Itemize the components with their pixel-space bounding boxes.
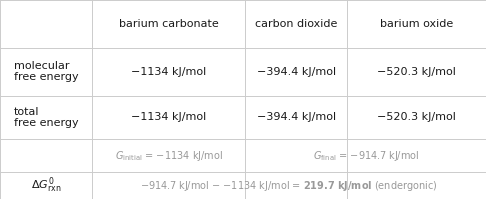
- Text: $G_\mathrm{final}$ = −914.7 kJ/mol: $G_\mathrm{final}$ = −914.7 kJ/mol: [312, 149, 419, 163]
- Text: $-$914.7 kJ/mol $-$ $-$1134 kJ/mol = $\mathbf{219.7\ kJ/mol}$ (endergonic): $-$914.7 kJ/mol $-$ $-$1134 kJ/mol = $\m…: [140, 179, 438, 193]
- Text: −1134 kJ/mol: −1134 kJ/mol: [131, 112, 207, 122]
- Text: −520.3 kJ/mol: −520.3 kJ/mol: [377, 67, 456, 77]
- Text: barium oxide: barium oxide: [380, 19, 453, 29]
- Text: carbon dioxide: carbon dioxide: [255, 19, 338, 29]
- Text: $G_\mathrm{initial}$ = −1134 kJ/mol: $G_\mathrm{initial}$ = −1134 kJ/mol: [115, 149, 223, 163]
- Text: barium carbonate: barium carbonate: [119, 19, 219, 29]
- Text: $\Delta G^0_\mathrm{rxn}$: $\Delta G^0_\mathrm{rxn}$: [31, 176, 61, 195]
- Text: molecular
free energy: molecular free energy: [14, 61, 78, 82]
- Text: total
free energy: total free energy: [14, 107, 78, 128]
- Text: −394.4 kJ/mol: −394.4 kJ/mol: [257, 112, 336, 122]
- Text: −520.3 kJ/mol: −520.3 kJ/mol: [377, 112, 456, 122]
- Text: −1134 kJ/mol: −1134 kJ/mol: [131, 67, 207, 77]
- Text: −394.4 kJ/mol: −394.4 kJ/mol: [257, 67, 336, 77]
